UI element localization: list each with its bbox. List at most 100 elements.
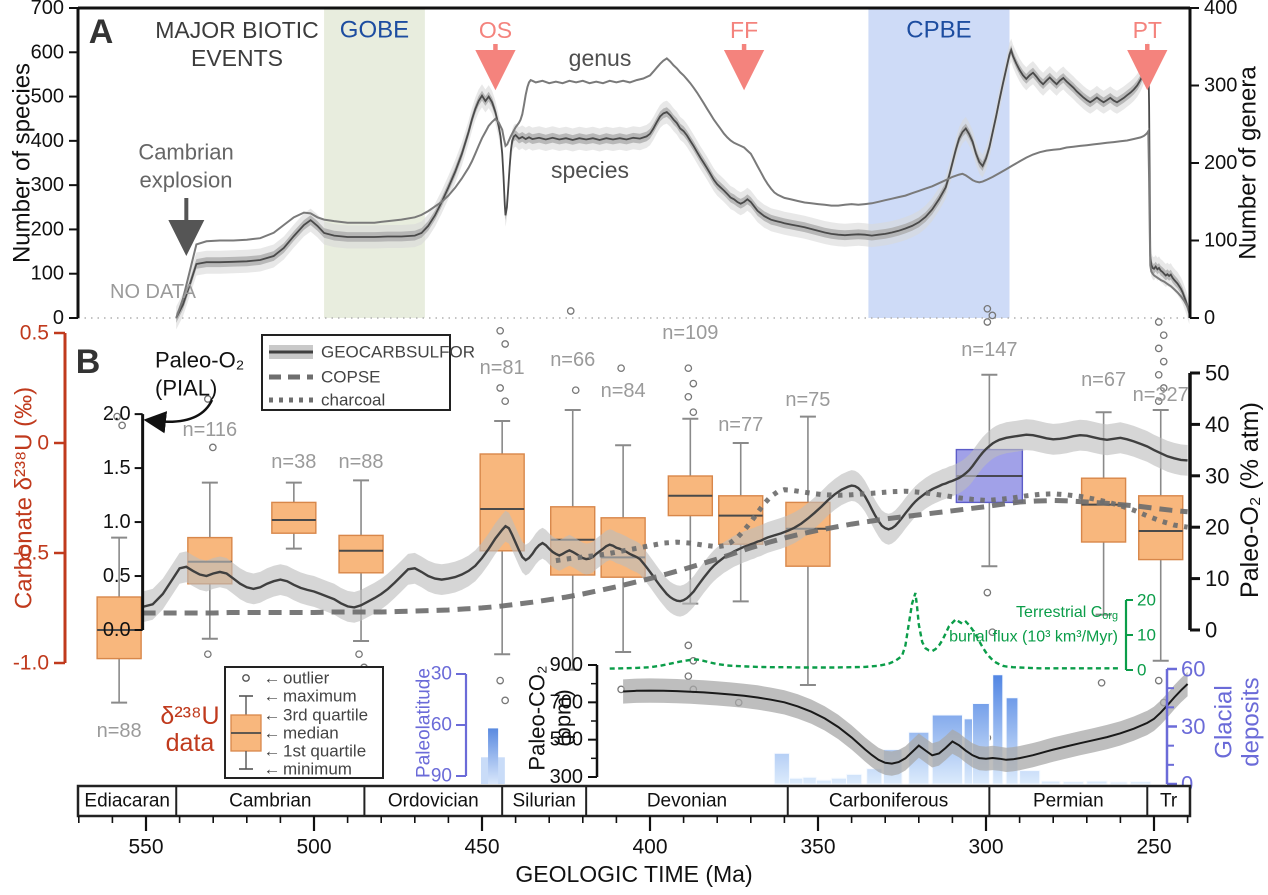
species-curve [175, 47, 1191, 319]
pial-tick: 0.0 [103, 619, 131, 641]
glacial-bar [972, 702, 990, 785]
legend-label-geocarbsulfor: GEOCARBSULFOR [321, 343, 475, 362]
outlier [1154, 676, 1163, 685]
n-label: n=38 [271, 451, 316, 473]
co2-tick: 500 [550, 729, 583, 751]
outlier [983, 304, 992, 313]
n-label: n=109 [662, 322, 718, 344]
outlier [1097, 678, 1106, 687]
n-label: n=75 [785, 389, 830, 411]
ytick-left: 700 [31, 0, 64, 19]
xtick: 300 [968, 836, 1003, 859]
event-label-os: OS [479, 17, 512, 43]
outlier [1159, 384, 1168, 392]
flux-label: Terrestrial Corg [1016, 604, 1118, 623]
ytick-left: 500 [31, 86, 64, 108]
o2-tick: 20 [1205, 515, 1229, 540]
legend-label-charcoal: charcoal [321, 391, 385, 410]
glacial-bar [1040, 780, 1061, 785]
glacial-bar [788, 777, 804, 785]
ytick-left: 600 [31, 41, 64, 63]
outlier [501, 397, 510, 406]
pial-axis-title: (PIAL) [155, 376, 217, 401]
box [271, 501, 317, 534]
genus-curve [175, 57, 1191, 319]
co2-tick: 300 [550, 766, 583, 788]
ytick-left: 300 [31, 174, 64, 196]
u238-tick: -0.5 [13, 542, 49, 565]
ytick-right: 400 [1204, 0, 1237, 19]
paleolat-tick: 30 [431, 664, 452, 685]
period-devonian: Devonian [647, 791, 727, 812]
event-band-gobe [324, 9, 425, 318]
glacial-bar [773, 752, 790, 785]
boxplot-n88-3: n=88 [338, 451, 384, 672]
outlier [113, 412, 121, 421]
xtick: 550 [128, 836, 163, 859]
period-ediacaran: Ediacaran [84, 791, 170, 812]
legend-item-median: median [283, 724, 339, 743]
boxplot-n88-0: n=88 [96, 412, 142, 742]
event-band-cpbe [868, 9, 1010, 318]
n-label: n=327 [1133, 384, 1189, 406]
co2-band [623, 671, 1188, 776]
panel-a-title: MAJOR BIOTIC [155, 17, 319, 43]
corg-flux-line [609, 592, 1121, 670]
box [1080, 477, 1127, 543]
ytick-left: 0 [53, 307, 64, 329]
period-cambrian: Cambrian [229, 791, 311, 812]
panel-b-letter: B [76, 343, 101, 381]
period-tr: Tr [1160, 791, 1178, 812]
boxplot-n38-2: n=38 [271, 451, 317, 550]
legend-item-3rd-quartile: 3rd quartile [283, 706, 368, 725]
charcoal-line [555, 487, 1188, 564]
glacial-bar [846, 773, 863, 785]
hirnantian-bar [488, 728, 499, 784]
ytick-right: 200 [1204, 152, 1237, 174]
glacial-bar [802, 776, 817, 785]
model-legend: GEOCARBSULFOR COPSE charcoal [261, 334, 475, 411]
xtick: 400 [632, 836, 667, 859]
pial-tick: 2.0 [103, 403, 131, 425]
glacial-bar [1062, 781, 1084, 785]
axis-title-species: Number of species [9, 63, 36, 263]
n-label: n=116 [182, 419, 237, 441]
u238-data-label: data [166, 729, 215, 757]
ytick-left: 400 [31, 130, 64, 152]
outlier [496, 326, 505, 335]
boxplot-legend: ← outlier← maximum← 3rd quartile← median← 1st… [160, 666, 384, 779]
axis-title-u238: Carbonate δ²³⁸U (‰) [11, 387, 38, 609]
ytick-left: 200 [31, 218, 64, 240]
event-label-pt: PT [1133, 17, 1162, 43]
flux-axis: 0 10 20 Terrestrial Corg burial flux (10³ km… [949, 591, 1156, 680]
cambrian-explosion-label: explosion [140, 168, 233, 193]
event-label-ff: FF [730, 17, 758, 43]
box [338, 534, 384, 574]
period-permian: Permian [1033, 791, 1104, 812]
n-label: n=84 [601, 380, 646, 402]
outlier [689, 379, 698, 388]
legend-item-outlier: outlier [283, 669, 330, 688]
u238-tick: 0.5 [20, 322, 49, 345]
outlier [689, 408, 698, 417]
outlier [203, 650, 212, 659]
cambrian-explosion-label: Cambrian [138, 140, 233, 165]
co2-tick: 700 [550, 691, 583, 713]
period-carboniferous: Carboniferous [829, 791, 948, 812]
pial-axis: 0.0 0.5 1.0 1.5 2.0 Paleo-O₂ (PIAL) [103, 348, 244, 642]
outlier [501, 696, 510, 705]
boxplot-n77-8: n=77 [718, 414, 764, 707]
co2-tick: 900 [550, 654, 583, 676]
legend-label-copse: COPSE [321, 368, 381, 387]
event-label-gobe: GOBE [340, 17, 409, 44]
axis-title-glacial: Glacial [1211, 685, 1238, 758]
flux-label: burial flux (10³ km³/Myr) [949, 629, 1118, 646]
geologic-time-scale: Ediacaran Cambrian Ordovician Silurian Devon… [76, 784, 1192, 887]
outlier [208, 443, 217, 452]
outlier [684, 364, 693, 373]
outlier [1159, 357, 1168, 366]
box [96, 596, 142, 660]
paleolat-tick: 60 [431, 715, 452, 736]
